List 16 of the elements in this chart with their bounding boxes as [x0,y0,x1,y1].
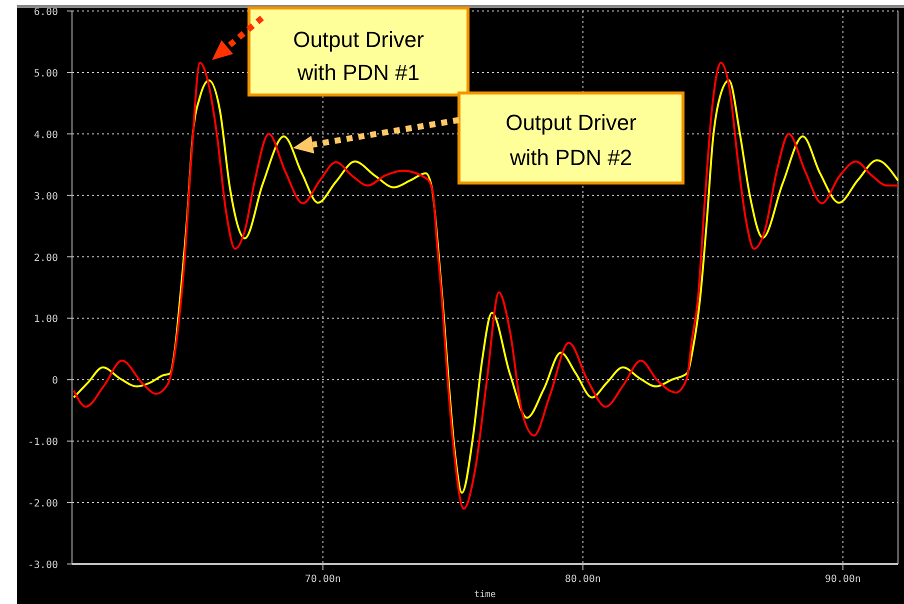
x-tick-label: 80.00n [564,574,601,585]
annotation: Output Driver with PDN #1 [293,27,424,85]
x-tick-label: 70.00n [304,574,341,585]
y-tick-label: -2.00 [28,498,58,510]
y-tick-label: 3.00 [34,191,58,202]
y-tick-label: 1.00 [34,314,58,326]
y-tick-label: 4.00 [34,130,58,141]
y-tick-label: 0 [52,376,58,387]
y-tick-label: -3.00 [28,560,58,571]
y-tick-label: 6.00 [34,7,58,18]
y-tick-label: 2.00 [34,252,58,264]
y-tick-label: -1.00 [28,437,58,448]
annotation: Output Driver with PDN #2 [506,110,636,170]
x-axis-title: time [474,590,496,600]
x-tick-label: 90.00n [824,574,861,585]
y-tick-label: 5.00 [34,68,58,80]
